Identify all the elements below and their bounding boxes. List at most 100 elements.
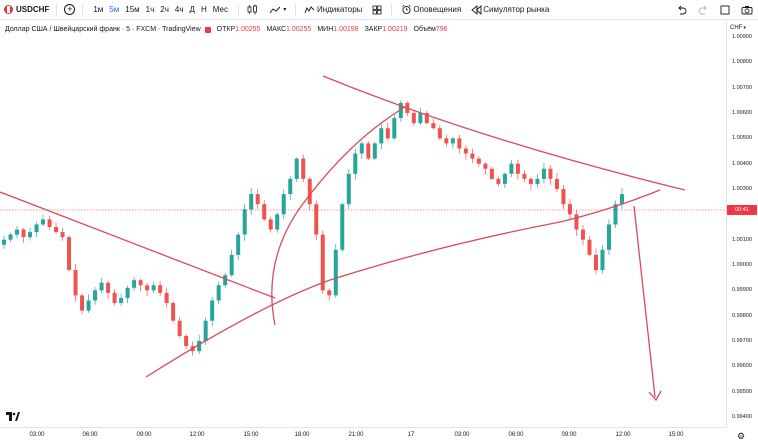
- candle-body: [528, 178, 533, 184]
- drawings-group: [0, 75, 686, 402]
- compare-symbol-button[interactable]: +: [60, 0, 79, 20]
- candle-body: [333, 249, 338, 296]
- candle-body: [8, 234, 13, 240]
- candle-body: [515, 163, 520, 174]
- time-tick-label: 12:00: [615, 432, 631, 438]
- candle-body: [463, 148, 468, 154]
- candle-body: [158, 285, 163, 293]
- candle-body: [522, 173, 527, 179]
- parabolic-arc: [271, 106, 406, 326]
- candle-body: [366, 143, 371, 159]
- candle-body: [554, 178, 559, 189]
- line-type-button[interactable]: ▾: [264, 0, 292, 20]
- candle-body: [392, 118, 397, 139]
- redo-button[interactable]: [692, 0, 714, 20]
- candle-body: [606, 224, 611, 250]
- candle-body: [288, 178, 293, 195]
- replay-icon: [469, 3, 483, 17]
- snapshot-button[interactable]: [736, 0, 758, 20]
- candle-body: [372, 143, 377, 159]
- candle-body: [125, 287, 130, 298]
- candle-body: [41, 219, 46, 225]
- candle-body: [203, 320, 208, 341]
- candle-body: [80, 295, 85, 311]
- tradingview-logo: [6, 412, 20, 423]
- price-tick-label: 1.00500: [732, 135, 752, 142]
- candle-body: [99, 282, 104, 291]
- candle-body: [223, 275, 228, 286]
- top-toolbar: USDCHF + 1м 5м 15м 1ч 2ч 4ч Д Н Мес ▾ Индикаторы…: [0, 0, 758, 20]
- candle-body: [229, 254, 234, 276]
- time-axis[interactable]: [0, 427, 726, 447]
- candle-body: [112, 292, 117, 303]
- candle-body: [138, 280, 143, 286]
- candle-body: [320, 234, 325, 291]
- candle-body: [307, 178, 312, 205]
- candle-body: [262, 204, 267, 220]
- candle-body: [457, 138, 462, 149]
- replay-label: Симулятор рынка: [483, 5, 550, 14]
- left-descending-trendline: [0, 191, 276, 299]
- candle-body: [444, 138, 449, 144]
- fullscreen-button[interactable]: [714, 0, 736, 20]
- chevron-down-icon: ▾: [283, 7, 287, 13]
- candle-body: [236, 234, 241, 255]
- interval-5[interactable]: 4ч: [174, 5, 184, 14]
- time-tick-label: 15:00: [668, 432, 684, 438]
- undo-button[interactable]: [670, 0, 692, 20]
- upper-descending-trendline: [322, 75, 686, 191]
- divider: [391, 3, 393, 16]
- alerts-button[interactable]: Оповещения: [395, 0, 465, 20]
- candle-body: [379, 128, 384, 144]
- symbol-name: USDCHF: [16, 5, 50, 14]
- price-tick-label: 1.00300: [732, 186, 752, 192]
- candle-body: [587, 239, 592, 255]
- chart-type-button[interactable]: [242, 0, 264, 20]
- low-value: 1.00198: [333, 26, 359, 33]
- layouts-button[interactable]: [366, 0, 388, 20]
- candle-body: [424, 113, 429, 124]
- chevron-down-icon: ▾: [743, 25, 746, 31]
- candle-body: [67, 237, 72, 271]
- candle-body: [496, 178, 501, 184]
- candle-body: [509, 163, 514, 174]
- volume-label: Объём: [413, 26, 436, 33]
- candle-body: [15, 229, 20, 235]
- current-price-tag: 00:41: [727, 205, 757, 215]
- close-label: ЗАКР: [364, 26, 383, 33]
- replay-button[interactable]: Симулятор рынка: [465, 0, 553, 20]
- candle-body: [450, 138, 455, 144]
- time-tick-label: 12:00: [189, 432, 205, 438]
- square-icon: [718, 3, 732, 17]
- candle-body: [73, 270, 78, 296]
- interval-3[interactable]: 1ч: [145, 5, 155, 14]
- indicators-button[interactable]: Индикаторы: [299, 0, 366, 20]
- candle-body: [535, 178, 540, 184]
- volume-value: 796: [435, 26, 448, 33]
- undo-icon: [674, 3, 688, 17]
- interval-1[interactable]: 5м: [109, 5, 120, 14]
- interval-2[interactable]: 15м: [125, 5, 140, 14]
- candle-body: [28, 232, 33, 238]
- legend-low: МИН1.00198: [317, 26, 362, 33]
- interval-6[interactable]: Д: [189, 5, 195, 14]
- divider: [294, 3, 296, 16]
- interval-7[interactable]: Н: [200, 5, 207, 14]
- price-tick-label: 1.00400: [732, 160, 752, 167]
- indicators-icon: [303, 3, 317, 17]
- interval-4[interactable]: 2ч: [160, 5, 169, 14]
- interval-8[interactable]: Мес: [212, 5, 228, 14]
- interval-0[interactable]: 1м: [93, 5, 104, 14]
- candle-body: [132, 280, 137, 288]
- chart-legend: Доллар США / Швейцарский франк · 5 · FXC…: [5, 26, 454, 33]
- symbol-search[interactable]: USDCHF: [0, 0, 53, 20]
- candle-body: [567, 204, 572, 215]
- price-chart[interactable]: [0, 20, 758, 447]
- chart-settings-button[interactable]: ⚙: [736, 431, 746, 441]
- candle-body: [301, 158, 306, 179]
- candle-body: [268, 219, 273, 230]
- price-axis[interactable]: [726, 20, 758, 427]
- axis-currency[interactable]: CHF ▾: [730, 25, 746, 31]
- candle-body: [418, 113, 423, 124]
- candle-body: [184, 335, 189, 347]
